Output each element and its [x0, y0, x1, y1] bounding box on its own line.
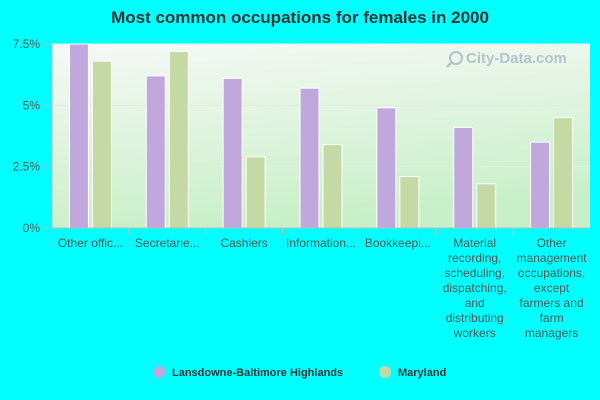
bar-0-5[interactable]	[453, 126, 474, 229]
grid-lines	[52, 43, 590, 168]
y-tick-label: 2.5%	[13, 160, 41, 174]
chart-title: Most common occupations for females in 2…	[111, 8, 489, 27]
x-category-label: Information...	[286, 236, 356, 250]
legend-label-0: Lansdowne-Baltimore Highlands	[172, 367, 343, 379]
bar-1-1[interactable]	[168, 50, 189, 229]
bar-1-5[interactable]	[476, 183, 497, 229]
legend: Lansdowne-Baltimore Highlands Maryland	[153, 366, 446, 379]
y-tick-label: 5%	[23, 98, 41, 112]
x-category-label: Bookkeepi...	[365, 236, 431, 250]
x-category-label: Other offic...	[58, 236, 123, 250]
bar-0-0[interactable]	[68, 43, 89, 229]
bar-0-2[interactable]	[222, 77, 243, 229]
legend-swatch-0	[153, 366, 165, 378]
legend-swatch-1	[379, 366, 391, 378]
legend-label-1: Maryland	[398, 367, 446, 379]
bar-0-4[interactable]	[376, 107, 397, 229]
y-tick-label: 0%	[23, 221, 41, 235]
bar-1-0[interactable]	[91, 60, 112, 229]
x-category-label: Other management occupations, except farmers…	[517, 236, 588, 340]
bar-1-2[interactable]	[245, 156, 266, 229]
bar-1-4[interactable]	[399, 175, 420, 229]
plot-area	[52, 44, 590, 228]
x-category-label: Material recording, scheduling, dispatching…	[443, 236, 507, 340]
watermark: City-Data.com	[446, 50, 567, 68]
y-tick-label: 7.5%	[13, 37, 41, 51]
bar-1-3[interactable]	[322, 144, 343, 229]
bar-0-1[interactable]	[145, 75, 166, 229]
bar-0-6[interactable]	[530, 141, 551, 229]
bars	[68, 43, 574, 229]
category-labels: Other offic... Secretarie... Cashiers Infor…	[58, 236, 587, 340]
watermark-text: City-Data.com	[466, 50, 567, 67]
x-category-label: Cashiers	[220, 236, 267, 250]
bar-0-3[interactable]	[299, 87, 320, 229]
x-category-label: Secretarie...	[135, 236, 200, 250]
axes: 0% 2.5% 5% 7.5%	[13, 37, 590, 235]
magnifier-icon	[449, 51, 463, 65]
bar-1-6[interactable]	[553, 117, 574, 229]
